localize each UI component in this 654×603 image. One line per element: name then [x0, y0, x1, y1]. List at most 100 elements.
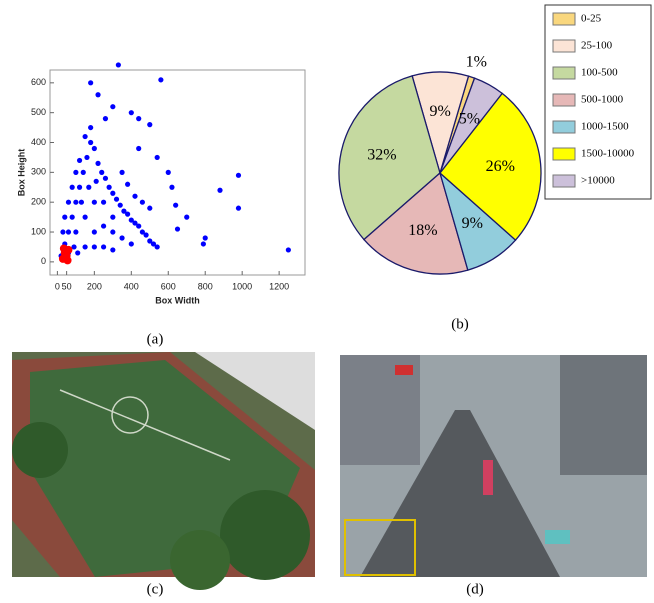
- slice-label: 5%: [459, 111, 480, 128]
- slice-label: 1%: [466, 53, 487, 70]
- y-tick-label: 200: [31, 197, 46, 207]
- legend-label: 1000-1500: [581, 121, 629, 133]
- y-tick-label: 400: [31, 137, 46, 147]
- point: [70, 185, 75, 190]
- figure: (d) (c) 01002003004005006000502004006008…: [0, 0, 654, 603]
- point: [84, 155, 89, 160]
- legend-swatch: [553, 148, 575, 160]
- point: [129, 110, 134, 115]
- point: [110, 191, 115, 196]
- x-tick-label: 1000: [232, 281, 252, 291]
- slice-label: 26%: [486, 158, 515, 175]
- point: [83, 215, 88, 220]
- point: [166, 170, 171, 175]
- photo-road: [340, 355, 647, 577]
- point: [125, 182, 130, 187]
- slice-label: 9%: [462, 215, 483, 232]
- point: [79, 200, 84, 205]
- legend-swatch: [553, 121, 575, 133]
- x-tick-label: 800: [198, 281, 213, 291]
- point: [92, 146, 97, 151]
- point: [73, 229, 78, 234]
- point: [175, 226, 180, 231]
- legend-swatch: [553, 94, 575, 106]
- point: [184, 215, 189, 220]
- point: [173, 203, 178, 208]
- point: [236, 173, 241, 178]
- legend-swatch: [553, 175, 575, 187]
- point: [147, 122, 152, 127]
- point: [83, 134, 88, 139]
- point: [116, 62, 121, 67]
- point: [155, 155, 160, 160]
- legend-label: 0-25: [581, 13, 602, 25]
- point: [64, 256, 72, 264]
- point: [107, 185, 112, 190]
- point: [217, 188, 222, 193]
- point: [103, 116, 108, 121]
- point: [95, 161, 100, 166]
- legend-label: 100-500: [581, 67, 618, 79]
- point: [119, 235, 124, 240]
- point: [81, 170, 86, 175]
- legend-swatch: [553, 40, 575, 52]
- point: [92, 229, 97, 234]
- point: [99, 170, 104, 175]
- x-axis-label: Box Width: [155, 295, 199, 305]
- point: [75, 250, 80, 255]
- point: [66, 229, 71, 234]
- point: [73, 200, 78, 205]
- y-axis-label: Box Height: [16, 149, 26, 197]
- x-tick-label: 400: [124, 281, 139, 291]
- x-tick-label: 50: [62, 281, 72, 291]
- point: [110, 229, 115, 234]
- point: [62, 215, 67, 220]
- point: [169, 185, 174, 190]
- point: [101, 200, 106, 205]
- point: [119, 170, 124, 175]
- point: [236, 206, 241, 211]
- caption: (b): [451, 316, 469, 332]
- legend-swatch: [553, 13, 575, 25]
- point: [129, 241, 134, 246]
- point: [86, 185, 91, 190]
- point: [132, 194, 137, 199]
- x-tick-label: 1200: [269, 281, 289, 291]
- point: [77, 185, 82, 190]
- caption: (a): [147, 331, 164, 347]
- point: [114, 197, 119, 202]
- point: [70, 215, 75, 220]
- point: [147, 206, 152, 211]
- point: [88, 125, 93, 130]
- point: [143, 232, 148, 237]
- point: [77, 158, 82, 163]
- point: [88, 140, 93, 145]
- point: [92, 200, 97, 205]
- point: [60, 244, 68, 252]
- point: [83, 244, 88, 249]
- slice-label: 32%: [367, 147, 396, 164]
- point: [203, 235, 208, 240]
- point: [92, 244, 97, 249]
- point: [136, 223, 141, 228]
- photo-field: [12, 352, 315, 590]
- x-tick-label: 600: [161, 281, 176, 291]
- x-tick-label: 0: [55, 281, 60, 291]
- point: [155, 244, 160, 249]
- point: [110, 104, 115, 109]
- point: [136, 146, 141, 151]
- point: [73, 170, 78, 175]
- point: [118, 203, 123, 208]
- point: [103, 176, 108, 181]
- y-tick-label: 600: [31, 77, 46, 87]
- y-tick-label: 0: [41, 256, 46, 266]
- caption: (c): [147, 581, 164, 597]
- y-tick-label: 300: [31, 167, 46, 177]
- point: [110, 247, 115, 252]
- point: [95, 92, 100, 97]
- caption: (d): [466, 581, 484, 597]
- legend-label: 500-1000: [581, 94, 624, 106]
- point: [94, 179, 99, 184]
- slice-label: 18%: [408, 222, 437, 239]
- legend-label: 25-100: [581, 40, 613, 52]
